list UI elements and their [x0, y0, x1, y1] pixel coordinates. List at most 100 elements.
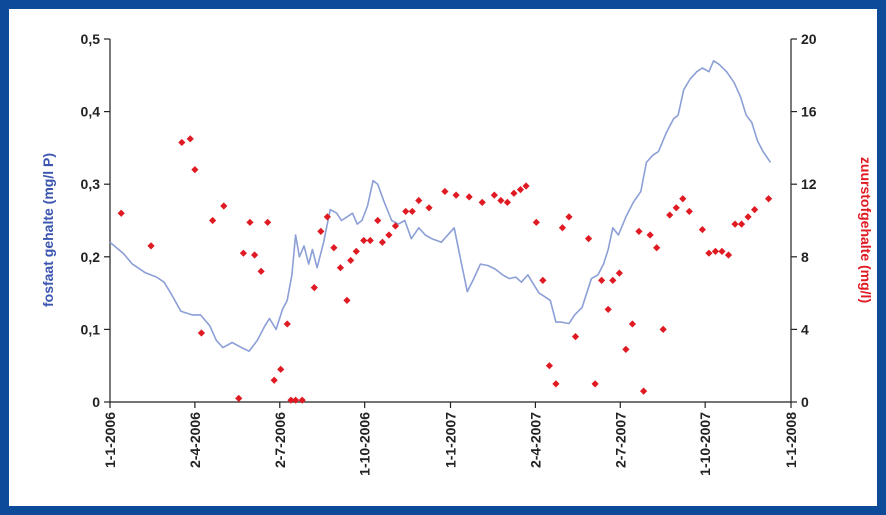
- oxygen-point: [343, 296, 351, 304]
- right-tick-label: 0: [801, 394, 809, 410]
- x-tick-label: 2-7-2007: [612, 412, 628, 468]
- oxygen-point: [679, 195, 687, 203]
- oxygen-point: [622, 345, 630, 353]
- oxygen-point: [360, 236, 368, 245]
- oxygen-point: [653, 244, 661, 252]
- left-tick-label: 0,3: [81, 176, 101, 192]
- oxygen-point: [635, 227, 643, 235]
- oxygen-point: [186, 135, 194, 143]
- phosphate-line: [109, 59, 772, 353]
- right-tick-label: 8: [801, 249, 809, 265]
- oxygen-point: [545, 362, 553, 370]
- right-tick-label: 4: [801, 321, 809, 337]
- oxygen-point: [666, 211, 674, 219]
- chart: 0 0,1 0,2 0,3 0,4 0,5 0 4 8 12 16 20 1-1-2006 2-4-2…: [40, 31, 874, 476]
- oxygen-point: [724, 251, 733, 259]
- oxygen-point: [604, 305, 612, 314]
- oxygen-point: [277, 365, 285, 373]
- oxygen-point: [705, 249, 713, 257]
- oxygen-point: [408, 207, 416, 216]
- oxygen-point: [510, 189, 518, 197]
- oxygen-point: [615, 269, 623, 277]
- oxygen-point: [197, 329, 206, 337]
- oxygen-point: [239, 249, 248, 257]
- oxygen-point: [685, 207, 693, 216]
- oxygen-point: [571, 333, 580, 341]
- oxygen-point: [264, 218, 272, 226]
- oxygen-point: [425, 204, 433, 212]
- oxygen-point: [718, 247, 726, 255]
- oxygen-point: [591, 380, 599, 388]
- oxygen-point: [711, 247, 720, 255]
- oxygen-point: [640, 387, 648, 395]
- oxygen-point: [522, 182, 530, 190]
- oxygen-point: [516, 186, 525, 194]
- left-tick-label: 0,1: [81, 321, 101, 337]
- oxygen-point: [250, 251, 259, 259]
- oxygen-point: [283, 320, 291, 328]
- right-tick-label: 20: [801, 31, 817, 47]
- x-axis-ticks: 1-1-2006 2-4-2006 2-7-2006 1-10-2006 1-1-200…: [102, 402, 799, 476]
- oxygen-point: [415, 196, 423, 205]
- oxygen-point: [565, 213, 573, 221]
- oxygen-point: [292, 396, 300, 404]
- oxygen-point: [672, 204, 680, 212]
- oxygen-point: [558, 224, 567, 232]
- right-axis-title: zuurstofgehalte (mg/l): [858, 157, 874, 303]
- right-tick-label: 12: [801, 176, 817, 192]
- oxygen-point: [659, 325, 667, 333]
- oxygen-point: [765, 195, 773, 203]
- oxygen-point: [751, 206, 759, 214]
- oxygen-point: [609, 276, 617, 284]
- oxygen-point: [220, 202, 228, 210]
- left-tick-label: 0,2: [81, 249, 101, 265]
- right-tick-label: 16: [801, 104, 817, 120]
- oxygen-point: [209, 216, 217, 225]
- oxygen-point: [532, 218, 540, 226]
- oxygen-point: [147, 242, 155, 250]
- oxygen-point: [391, 222, 400, 230]
- left-tick-label: 0,5: [81, 31, 101, 47]
- oxygen-point: [287, 396, 295, 404]
- oxygen-point: [270, 376, 278, 384]
- x-tick-label: 1-1-2007: [443, 412, 459, 468]
- oxygen-point: [191, 166, 199, 174]
- oxygen-point: [178, 138, 186, 147]
- oxygen-point: [347, 256, 355, 265]
- plot-area: [109, 59, 773, 404]
- left-axis-title: fosfaat gehalte (mg/l P): [40, 153, 56, 307]
- oxygen-point: [478, 198, 486, 206]
- oxygen-point: [737, 220, 746, 228]
- oxygen-point: [698, 225, 706, 234]
- x-tick-label: 1-10-2007: [697, 412, 713, 476]
- left-tick-label: 0,4: [81, 104, 101, 120]
- oxygen-point: [336, 264, 345, 272]
- oxygen-point: [385, 231, 393, 239]
- oxygen-point: [646, 231, 654, 239]
- x-tick-label: 1-1-2008: [783, 412, 799, 468]
- oxygen-point: [246, 218, 254, 226]
- oxygen-point: [452, 191, 460, 199]
- x-tick-label: 1-1-2006: [102, 412, 118, 468]
- oxygen-point: [310, 284, 318, 292]
- oxygen-point: [402, 207, 410, 216]
- oxygen-point: [497, 196, 505, 205]
- x-tick-label: 2-4-2007: [527, 412, 543, 468]
- oxygen-point: [323, 213, 331, 221]
- oxygen-point: [235, 394, 243, 402]
- oxygen-point: [731, 220, 739, 228]
- oxygen-point: [465, 193, 473, 201]
- oxygen-point: [298, 396, 306, 404]
- oxygen-point: [366, 236, 374, 245]
- oxygen-point: [441, 187, 449, 196]
- oxygen-point: [257, 267, 265, 275]
- oxygen-point: [378, 238, 386, 246]
- oxygen-point: [539, 276, 547, 284]
- left-tick-label: 0: [92, 394, 100, 410]
- oxygen-point: [598, 276, 606, 284]
- left-axis-ticks: 0 0,1 0,2 0,3 0,4 0,5: [81, 31, 110, 410]
- x-tick-label: 2-4-2006: [187, 412, 203, 468]
- oxygen-point: [117, 209, 125, 217]
- oxygen-point: [330, 244, 338, 252]
- oxygen-points: [117, 135, 773, 404]
